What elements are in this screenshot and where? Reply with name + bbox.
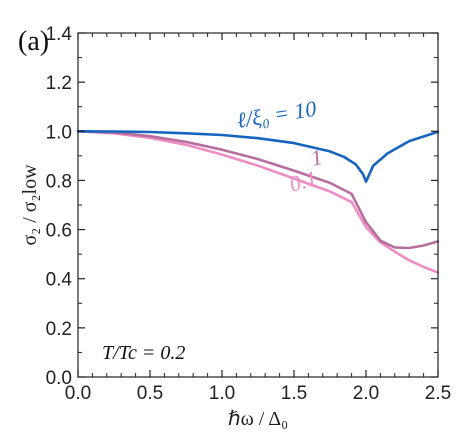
temperature-annotation: T/Tc = 0.2 — [102, 342, 185, 364]
series-label-l-over-xi-10: ℓ/ξ₀ = 10 — [235, 96, 318, 133]
series-line-0-1 — [76, 130, 440, 274]
series-layer — [76, 130, 440, 274]
y-axis-title-group: σ₂ / σ₂low — [19, 164, 41, 246]
y-tick-label: 0.0 — [46, 368, 72, 389]
panel-label: (a) — [18, 26, 49, 57]
y-tick-label: 1.0 — [46, 122, 72, 143]
y-tick-label: 1.4 — [46, 24, 73, 45]
plot-frame — [77, 32, 439, 378]
y-tick-label: 1.2 — [46, 73, 72, 94]
x-tick-label: 1.5 — [281, 383, 307, 404]
x-tick-label: 1.0 — [209, 383, 235, 404]
series-line-l-over-xi-10 — [76, 130, 440, 183]
y-axis-title: σ₂ / σ₂low — [19, 164, 41, 246]
tick-layer: 0.0 0.5 1.0 1.5 2.0 2.5 0.0 0.2 0.4 0.6 0.8 1.0 1.2 1… — [46, 24, 452, 404]
x-axis-title: ℏω / Δ₀ — [228, 408, 288, 430]
y-tick-label: 0.8 — [46, 171, 72, 192]
y-tick-label: 0.2 — [46, 319, 72, 340]
x-tick-label: 2.0 — [353, 383, 379, 404]
series-line-1 — [76, 130, 440, 250]
y-tick-label: 0.6 — [46, 221, 72, 242]
x-tick-label: 0.5 — [137, 383, 163, 404]
y-tick-label: 0.4 — [46, 270, 73, 291]
x-tick-label: 0.0 — [65, 383, 91, 404]
x-tick-label: 2.5 — [425, 383, 451, 404]
